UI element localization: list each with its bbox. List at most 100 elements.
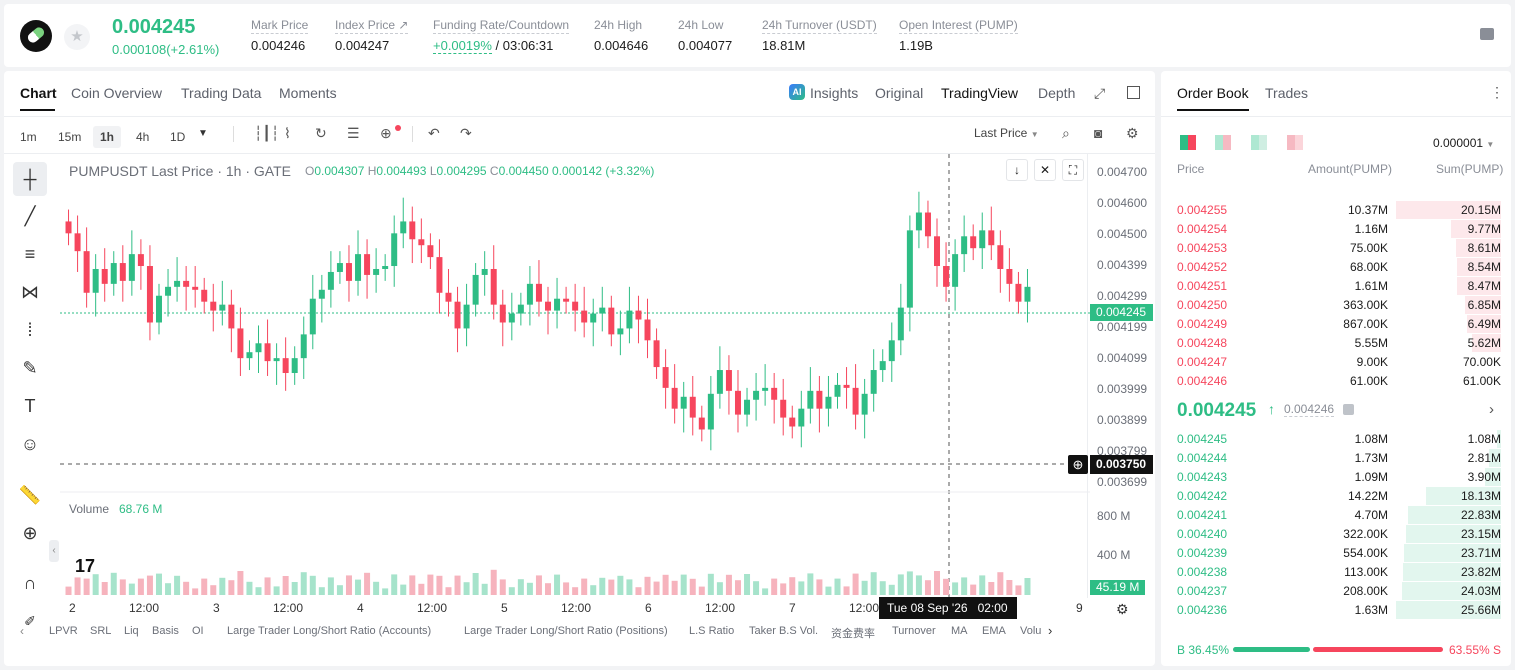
tab-original[interactable]: Original xyxy=(875,85,924,101)
indicator-basis[interactable]: Basis xyxy=(152,625,179,637)
indicator-ema[interactable]: EMA xyxy=(982,625,1006,637)
asks-amount: 68.00K xyxy=(1349,260,1388,274)
forecast-icon[interactable]: ⁞ xyxy=(27,320,33,340)
x-tick: 12:00 xyxy=(129,601,160,615)
zoom-in-icon[interactable]: ⊕ xyxy=(22,523,38,543)
tab-chart[interactable]: Chart xyxy=(20,85,57,101)
tab-underline xyxy=(1177,109,1249,111)
indicator-turnover[interactable]: Turnover xyxy=(892,625,936,637)
tab-insights[interactable]: Insights xyxy=(810,85,859,101)
brush-icon[interactable]: ✎ xyxy=(22,358,38,378)
price-source-select[interactable]: Last Price ▼ xyxy=(974,126,1039,140)
tf-4h[interactable]: 4h xyxy=(136,130,150,144)
expand-icon[interactable]: ⤢ xyxy=(1094,85,1106,101)
undo-icon[interactable]: ↶ xyxy=(428,125,440,141)
candle xyxy=(581,310,588,323)
chevron-down-icon[interactable]: ▼ xyxy=(198,128,208,139)
settings-gear-icon[interactable]: ⚙ xyxy=(1116,601,1129,617)
window-icon[interactable] xyxy=(1127,86,1140,99)
sell-ratio: 63.55% S xyxy=(1449,643,1502,657)
tab-trades[interactable]: Trades xyxy=(1265,85,1309,101)
trendline-icon[interactable]: ╱ xyxy=(24,206,36,226)
volume-bar xyxy=(734,580,741,595)
indicator-liq[interactable]: Liq xyxy=(124,625,139,637)
view-asks-icon[interactable] xyxy=(1215,135,1231,150)
camera-icon[interactable]: ◙ xyxy=(1094,125,1103,141)
view-compact-icon[interactable] xyxy=(1287,135,1303,150)
chevron-right-icon[interactable]: › xyxy=(1489,401,1494,418)
open-interest-label[interactable]: Open Interest (PUMP) xyxy=(899,18,1018,34)
bids-depth-bar xyxy=(1403,563,1501,581)
tf-15m[interactable]: 15m xyxy=(58,130,82,144)
chevron-left-icon[interactable]: ‹ xyxy=(20,624,24,638)
candle xyxy=(237,328,244,359)
tab-moments[interactable]: Moments xyxy=(279,85,337,101)
indicator-taker-vol[interactable]: Taker B.S Vol. xyxy=(749,625,819,637)
change-value: 0.000142 (+3.32%) xyxy=(552,164,655,178)
pattern-icon[interactable]: ⋈ xyxy=(21,282,39,302)
replay-icon[interactable]: ↻ xyxy=(315,125,327,141)
fib-icon[interactable]: ≡ xyxy=(24,244,36,264)
tab-depth[interactable]: Depth xyxy=(1038,85,1076,101)
y-axis-label: 0.004099 xyxy=(1097,351,1148,365)
precision-select[interactable]: 0.000001 ▼ xyxy=(1433,136,1495,150)
indicator-ma[interactable]: MA xyxy=(951,625,968,637)
redo-icon[interactable]: ↷ xyxy=(460,125,472,141)
emoji-icon[interactable]: ☺ xyxy=(20,434,40,454)
tf-1d[interactable]: 1D xyxy=(170,130,186,144)
template-icon[interactable]: ☰ xyxy=(347,125,360,141)
candle xyxy=(698,417,705,430)
ob-mark-price[interactable]: 0.004246 xyxy=(1284,402,1335,417)
favorite-star-icon[interactable]: ★ xyxy=(64,24,90,50)
indicator-ls-ratio[interactable]: L.S Ratio xyxy=(689,625,735,637)
ruler-icon[interactable]: 📏 xyxy=(18,485,42,505)
indicator-srl[interactable]: SRL xyxy=(90,625,112,637)
candle xyxy=(201,289,208,302)
view-both-icon[interactable] xyxy=(1180,135,1196,150)
pencil-lock-icon[interactable]: ✐ xyxy=(24,613,36,629)
volume-bar xyxy=(934,571,941,595)
tab-tradingview[interactable]: TradingView xyxy=(941,85,1019,101)
tf-1m[interactable]: 1m xyxy=(20,130,37,144)
volume-bar xyxy=(454,575,461,595)
collapse-toolbar-icon[interactable]: ‹ xyxy=(49,540,59,562)
index-price-label[interactable]: Index Price ↗ xyxy=(335,18,409,34)
indicators-icon[interactable]: ⌇ xyxy=(284,125,291,141)
view-bids-icon[interactable] xyxy=(1251,135,1267,150)
gear-icon[interactable]: ⚙ xyxy=(1126,125,1139,141)
bids-sum: 18.13M xyxy=(1460,489,1501,503)
bids-price: 0.004243 xyxy=(1177,470,1228,484)
indicator-funding[interactable]: 资金费率 xyxy=(831,628,875,640)
turnover-label[interactable]: 24h Turnover (USDT) xyxy=(762,18,877,34)
collapse-icon[interactable]: ✕ xyxy=(1034,159,1056,181)
arrow-down-icon[interactable]: ↓ xyxy=(1006,159,1028,181)
volume-bar xyxy=(65,586,72,595)
indicator-ltlsr-positions[interactable]: Large Trader Long/Short Ratio (Positions… xyxy=(464,625,668,637)
candles-icon[interactable]: ┆┃┆ xyxy=(254,125,280,141)
tab-coin-overview[interactable]: Coin Overview xyxy=(71,85,163,101)
tf-1h[interactable]: 1h xyxy=(93,126,122,148)
bids-depth-bar xyxy=(1485,468,1501,486)
funding-rate-label[interactable]: Funding Rate/Countdown xyxy=(433,18,570,34)
indicator-ltlsr-accounts[interactable]: Large Trader Long/Short Ratio (Accounts) xyxy=(227,625,432,637)
indicator-lpvr[interactable]: LPVR xyxy=(49,625,78,637)
add-indicator-icon[interactable]: ⊕ xyxy=(380,125,392,141)
more-icon[interactable]: ⋮ xyxy=(1490,84,1504,100)
chevron-right-icon[interactable]: › xyxy=(1048,623,1053,638)
indicator-oi[interactable]: OI xyxy=(192,625,204,637)
search-icon[interactable]: ⌕ xyxy=(1062,125,1070,141)
last-volume-tag: 45.19 M xyxy=(1090,580,1145,595)
candle xyxy=(608,307,615,335)
mark-price-label[interactable]: Mark Price xyxy=(251,18,309,34)
crosshair-icon[interactable]: ┼ xyxy=(13,162,47,196)
indicator-volume[interactable]: Volu xyxy=(1020,625,1042,637)
book-icon[interactable] xyxy=(1480,28,1494,40)
add-alert-icon[interactable]: ⊕ xyxy=(1068,455,1088,474)
asks-sum: 8.61M xyxy=(1467,241,1501,255)
tab-order-book[interactable]: Order Book xyxy=(1177,85,1249,101)
magnet-icon[interactable]: ∩ xyxy=(23,573,37,593)
tab-trading-data[interactable]: Trading Data xyxy=(181,85,262,101)
fullscreen-icon[interactable]: ⛶ xyxy=(1062,159,1084,181)
text-tool-icon[interactable]: T xyxy=(24,396,36,416)
price-chart[interactable] xyxy=(60,154,1090,598)
